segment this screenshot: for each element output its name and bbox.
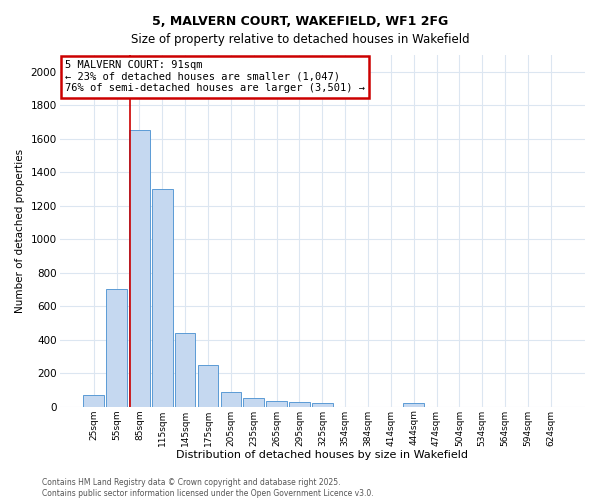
Bar <box>83 395 104 406</box>
Text: 5, MALVERN COURT, WAKEFIELD, WF1 2FG: 5, MALVERN COURT, WAKEFIELD, WF1 2FG <box>152 15 448 28</box>
Text: Size of property relative to detached houses in Wakefield: Size of property relative to detached ho… <box>131 32 469 46</box>
X-axis label: Distribution of detached houses by size in Wakefield: Distribution of detached houses by size … <box>176 450 468 460</box>
Y-axis label: Number of detached properties: Number of detached properties <box>15 149 25 313</box>
Bar <box>129 130 150 406</box>
Bar <box>221 392 241 406</box>
Bar <box>403 404 424 406</box>
Text: 5 MALVERN COURT: 91sqm
← 23% of detached houses are smaller (1,047)
76% of semi-: 5 MALVERN COURT: 91sqm ← 23% of detached… <box>65 60 365 94</box>
Bar <box>312 404 332 406</box>
Bar <box>106 290 127 406</box>
Text: Contains HM Land Registry data © Crown copyright and database right 2025.
Contai: Contains HM Land Registry data © Crown c… <box>42 478 374 498</box>
Bar <box>244 398 264 406</box>
Bar <box>152 189 173 406</box>
Bar <box>266 401 287 406</box>
Bar <box>289 402 310 406</box>
Bar <box>175 333 196 406</box>
Bar <box>198 365 218 406</box>
